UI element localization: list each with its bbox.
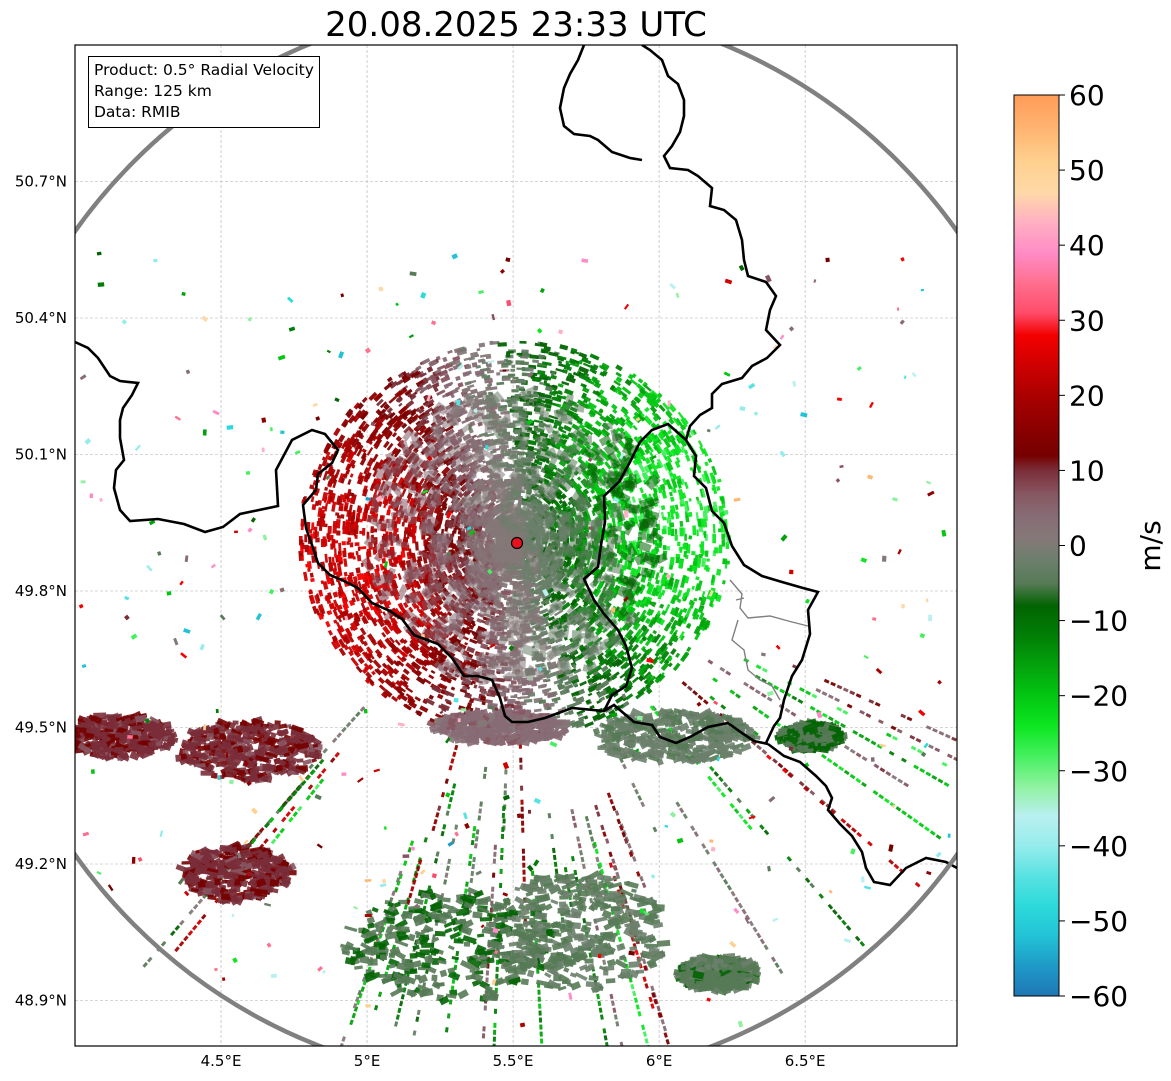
y-axis: 48.9°N 49.2°N 49.5°N 49.8°N 50.1°N 50.4°N 50.7… (15, 173, 67, 1010)
colorbar-label: m/s (1134, 520, 1167, 571)
belgium-luxembourg-border (75, 340, 769, 746)
colorbar-tick-label: 0 (1069, 530, 1087, 563)
radar-site-marker (510, 536, 524, 550)
y-tick-label: 50.1°N (15, 446, 67, 464)
france-germany-border (767, 742, 957, 887)
germany-belgium-border-north (641, 45, 782, 441)
x-axis: 4.5°E 5°E 5.5°E 6°E 6.5°E (201, 1052, 826, 1070)
colorbar-ticks: −60 −50 −40 −30 −20 −10 0 10 20 30 40 50 60 (1059, 79, 1128, 1013)
x-tick-label: 5.5°E (493, 1052, 534, 1070)
x-tick-label: 6.5°E (785, 1052, 826, 1070)
belgium-netherlands-border (558, 45, 643, 162)
radar-echoes (75, 251, 957, 1046)
y-tick-label: 49.5°N (15, 719, 67, 737)
german-state-borders (729, 579, 809, 701)
x-tick-label: 5°E (354, 1052, 381, 1070)
colorbar-tick-label: −50 (1069, 905, 1128, 938)
colorbar-tick-label: −30 (1069, 755, 1128, 788)
product-info-box: Product: 0.5° Radial Velocity Range: 125… (88, 56, 320, 128)
colorbar-tick-label: 50 (1069, 154, 1105, 187)
colorbar-tick-label: 30 (1069, 304, 1105, 337)
colorbar: −60 −50 −40 −30 −20 −10 0 10 20 30 40 50 60 m/s (1013, 79, 1167, 1013)
range-text: Range: 125 km (94, 82, 212, 100)
colorbar-tick-label: −20 (1069, 680, 1128, 713)
colorbar-gradient (1013, 94, 1060, 997)
colorbar-tick-label: 60 (1069, 79, 1105, 112)
y-tick-label: 48.9°N (15, 992, 67, 1010)
x-tick-label: 4.5°E (201, 1052, 242, 1070)
y-tick-label: 49.8°N (15, 582, 67, 600)
chart-title: 20.08.2025 23:33 UTC (325, 5, 707, 45)
y-tick-label: 49.2°N (15, 855, 67, 873)
colorbar-tick-label: −40 (1069, 830, 1128, 863)
y-tick-label: 50.4°N (15, 309, 67, 327)
source-text: Data: RMIB (94, 103, 181, 121)
colorbar-tick-label: 10 (1069, 454, 1105, 487)
product-text: Product: 0.5° Radial Velocity (94, 61, 314, 79)
colorbar-tick-label: −10 (1069, 605, 1128, 638)
colorbar-tick-label: 40 (1069, 229, 1105, 262)
y-tick-label: 50.7°N (15, 173, 67, 191)
luxembourg-germany-border (582, 422, 820, 744)
colorbar-tick-label: 20 (1069, 379, 1105, 412)
x-tick-label: 6°E (646, 1052, 673, 1070)
country-borders (75, 45, 957, 887)
colorbar-tick-label: −60 (1069, 980, 1128, 1013)
plot-frame (74, 44, 958, 1047)
